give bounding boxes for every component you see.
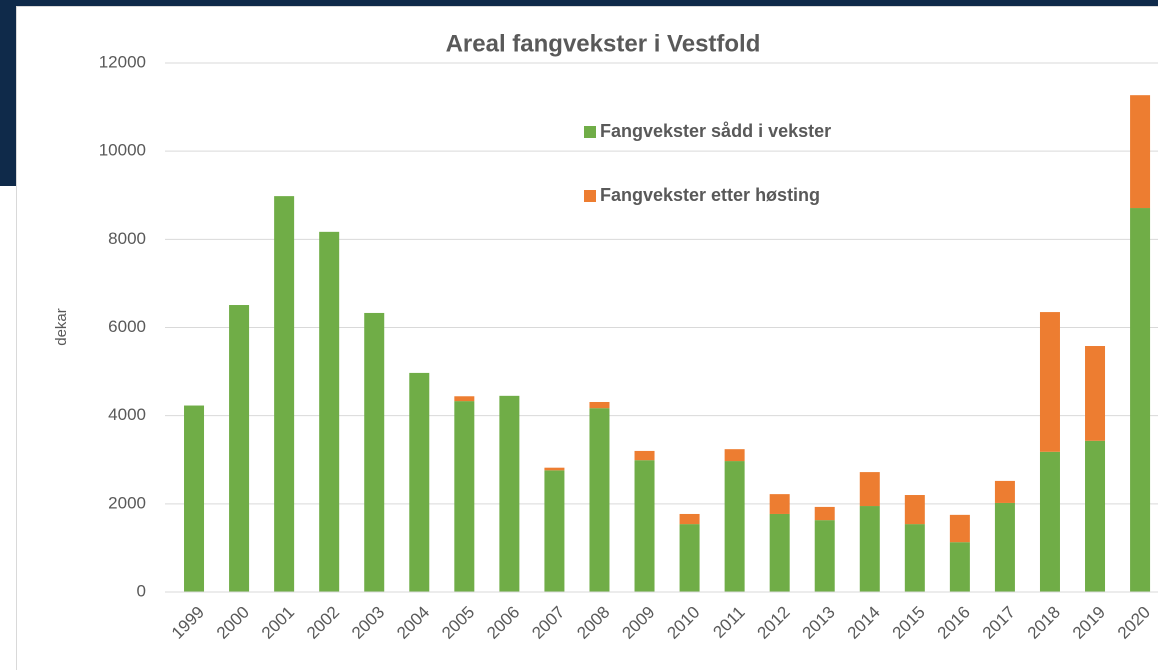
bar-segment	[589, 408, 610, 592]
bar-segment	[724, 449, 745, 462]
y-tick-label: 0	[137, 581, 146, 600]
bar-segment	[949, 514, 970, 543]
bar-segment	[634, 460, 655, 592]
bar-segment	[1039, 451, 1060, 592]
bar-segment	[859, 506, 880, 592]
bar-segment	[274, 196, 295, 593]
bar-segment	[814, 520, 835, 592]
bar-segment	[544, 467, 565, 471]
bar-segment	[499, 395, 520, 592]
chart-title: Areal fangvekster i Vestfold	[446, 30, 761, 57]
bar-segment	[319, 231, 340, 592]
bar-segment	[769, 513, 790, 592]
y-tick-label: 2000	[108, 493, 146, 512]
bar-segment	[1130, 95, 1151, 209]
y-axis-label: dekar	[53, 308, 70, 346]
bar-segment	[949, 542, 970, 592]
bar-segment	[769, 494, 790, 514]
bar-segment	[1130, 208, 1151, 592]
bar-segment	[634, 450, 655, 461]
bar-segment	[454, 396, 475, 402]
bar-segment	[454, 401, 475, 592]
bar-segment	[409, 372, 430, 592]
legend-swatch	[584, 126, 596, 138]
bar-segment	[589, 402, 610, 409]
chart-border	[16, 6, 1158, 670]
bar-segment	[229, 305, 250, 592]
bar-segment	[679, 513, 700, 525]
y-tick-label: 6000	[108, 317, 146, 336]
bar-segment	[1085, 346, 1106, 441]
bar-segment	[544, 470, 565, 592]
bar-segment	[904, 524, 925, 592]
bar-segment	[904, 495, 925, 525]
bar-segment	[364, 312, 385, 592]
y-tick-label: 12000	[99, 52, 146, 71]
bar-segment	[679, 524, 700, 592]
bar-segment	[814, 506, 835, 521]
legend-swatch	[584, 190, 596, 202]
bar-segment	[184, 405, 205, 592]
bar-segment	[994, 502, 1015, 592]
bar-segment	[724, 461, 745, 592]
y-tick-label: 4000	[108, 405, 146, 424]
frame-top	[0, 0, 1158, 6]
y-tick-label: 8000	[108, 229, 146, 248]
bar-segment	[1085, 440, 1106, 592]
y-tick-label: 10000	[99, 141, 146, 160]
frame-left	[0, 0, 16, 186]
bar-segment	[859, 472, 880, 507]
legend-label: Fangvekster etter høsting	[600, 185, 820, 205]
bar-segment	[994, 480, 1015, 503]
bar-segment	[1039, 312, 1060, 452]
legend-label: Fangvekster sådd i vekster	[600, 121, 831, 141]
